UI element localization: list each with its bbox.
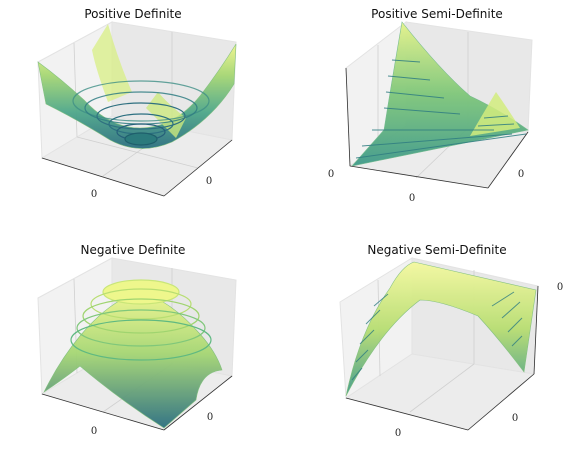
panel-positive-semi-definite: Positive Semi-Definite 0 0 0 (328, 7, 533, 204)
x-tick-label: 0 (409, 193, 415, 204)
x-tick-label: 0 (91, 426, 97, 437)
y-tick-label: 0 (207, 412, 213, 423)
surface-ridge (345, 261, 537, 397)
panel-title: Positive Semi-Definite (371, 7, 503, 21)
grid-lines (73, 32, 199, 177)
axis-lines (345, 285, 539, 431)
axis-lines (41, 139, 233, 197)
x-tick-label: 0 (91, 189, 97, 200)
panel-positive-definite: Positive Definite 0 0 (37, 7, 237, 200)
contour-lines (355, 59, 527, 159)
surface-valley-right-wing (470, 92, 520, 136)
y-tick-label: 0 (518, 169, 524, 180)
contour-rings (70, 279, 212, 361)
z-tick-label: 0 (557, 282, 563, 293)
axis-lines (41, 375, 233, 431)
z-tick-label: 0 (328, 169, 334, 180)
panel-negative-semi-definite: Negative Semi-Definite 0 0 0 (339, 243, 563, 439)
y-tick-label: 0 (512, 413, 518, 424)
surface-bowl-left-wing (92, 24, 132, 102)
panel-title: Negative Semi-Definite (367, 243, 506, 257)
y-tick-label: 0 (206, 176, 212, 187)
axis-lines (345, 67, 529, 189)
panel-negative-definite: Negative Definite 0 0 (37, 243, 237, 437)
contour-lines (351, 291, 523, 381)
x-tick-label: 0 (395, 428, 401, 439)
surface-bowl (37, 43, 237, 149)
contour-rings (72, 80, 210, 146)
panel-title: Positive Definite (84, 7, 181, 21)
panel-title: Negative Definite (81, 243, 186, 257)
